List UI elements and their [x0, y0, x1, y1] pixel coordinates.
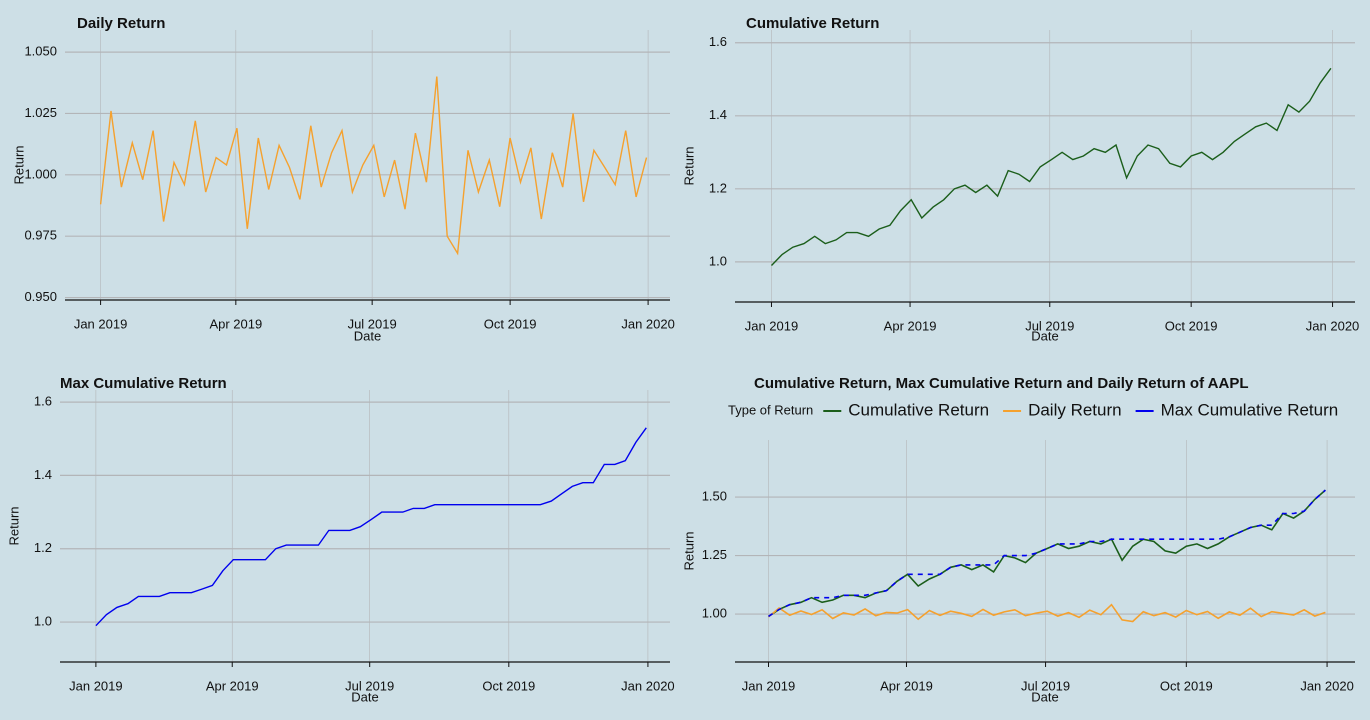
chart-title: Cumulative Return: [746, 15, 879, 32]
y-tick-label: 1.000: [24, 166, 57, 181]
x-tick-label: Jul 2019: [345, 678, 394, 693]
x-axis-label: Date: [1031, 689, 1058, 704]
y-tick-label: 1.00: [702, 605, 727, 620]
x-axis-label: Date: [1031, 328, 1058, 343]
legend-label: Max Cumulative Return: [1161, 400, 1339, 419]
x-tick-label: Jan 2020: [1306, 318, 1360, 333]
x-tick-label: Jan 2020: [621, 316, 675, 331]
x-axis-label: Date: [354, 328, 381, 343]
y-tick-label: 1.2: [709, 180, 727, 195]
series-line: [770, 67, 1332, 266]
x-tick-label: Jan 2019: [74, 316, 128, 331]
x-tick-label: Apr 2019: [209, 316, 262, 331]
y-tick-label: 1.0: [709, 253, 727, 268]
x-tick-label: Jan 2020: [621, 678, 675, 693]
y-axis-label: Return: [681, 531, 696, 570]
y-tick-label: 1.4: [709, 107, 727, 122]
y-tick-label: 1.25: [702, 547, 727, 562]
x-tick-label: Apr 2019: [880, 678, 933, 693]
legend-label: Cumulative Return: [848, 400, 989, 419]
x-tick-label: Jul 2019: [348, 316, 397, 331]
series-line: [99, 76, 648, 256]
y-tick-label: 1.2: [34, 540, 52, 555]
chart-title: Max Cumulative Return: [60, 375, 227, 392]
y-axis-label: Return: [6, 506, 21, 545]
y-tick-label: 1.6: [34, 394, 52, 409]
x-tick-label: Oct 2019: [1165, 318, 1218, 333]
legend-title: Type of Return: [728, 402, 813, 417]
x-tick-label: Jul 2019: [1025, 318, 1074, 333]
legend-label: Daily Return: [1028, 400, 1122, 419]
y-tick-label: 1.6: [709, 34, 727, 49]
y-tick-label: 0.975: [24, 228, 57, 243]
y-tick-label: 1.4: [34, 467, 52, 482]
series-line: [95, 427, 647, 627]
x-tick-label: Jan 2020: [1300, 678, 1354, 693]
y-tick-label: 0.950: [24, 289, 57, 304]
x-tick-label: Apr 2019: [206, 678, 259, 693]
y-tick-label: 1.50: [702, 489, 727, 504]
chart-title: Daily Return: [77, 15, 165, 32]
y-axis-label: Return: [681, 146, 696, 185]
x-tick-label: Jan 2019: [742, 678, 796, 693]
x-tick-label: Oct 2019: [1160, 678, 1213, 693]
y-tick-label: 1.025: [24, 105, 57, 120]
series-line: [768, 489, 1326, 618]
x-tick-label: Jan 2019: [745, 318, 799, 333]
x-tick-label: Apr 2019: [884, 318, 937, 333]
y-tick-label: 1.0: [34, 613, 52, 628]
legend: Type of Return Cumulative Return Daily Ret…: [728, 400, 1338, 419]
y-tick-label: 1.050: [24, 44, 57, 59]
x-tick-label: Oct 2019: [484, 316, 537, 331]
chart-title: Cumulative Return, Max Cumulative Return…: [754, 375, 1249, 392]
series-line: [767, 603, 1326, 623]
series-line: [768, 489, 1326, 618]
x-tick-label: Jan 2019: [69, 678, 123, 693]
x-tick-label: Oct 2019: [482, 678, 535, 693]
y-axis-label: Return: [11, 145, 26, 184]
x-tick-label: Jul 2019: [1021, 678, 1070, 693]
x-axis-label: Date: [351, 689, 378, 704]
